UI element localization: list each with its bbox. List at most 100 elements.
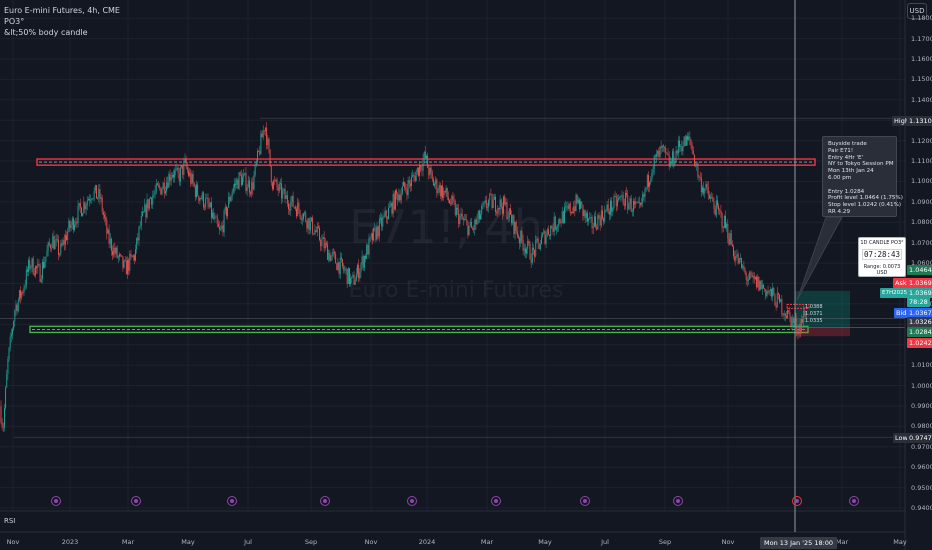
candle-up[interactable] bbox=[12, 329, 13, 335]
candle-down[interactable] bbox=[603, 218, 605, 222]
candle-down[interactable] bbox=[147, 199, 149, 209]
candle-up[interactable] bbox=[445, 187, 447, 193]
candle-down[interactable] bbox=[58, 239, 59, 255]
candle-down[interactable] bbox=[335, 253, 337, 264]
candle-down[interactable] bbox=[551, 226, 553, 229]
candle-down[interactable] bbox=[679, 140, 680, 147]
candle-up[interactable] bbox=[212, 212, 214, 218]
candle-down[interactable] bbox=[143, 211, 145, 213]
candle-down[interactable] bbox=[699, 176, 701, 178]
candle-down[interactable] bbox=[102, 211, 104, 215]
candle-down[interactable] bbox=[185, 158, 187, 167]
candle-up[interactable] bbox=[13, 321, 15, 330]
candle-up[interactable] bbox=[8, 347, 10, 360]
candle-up[interactable] bbox=[434, 183, 435, 186]
candle-down[interactable] bbox=[689, 136, 691, 140]
candle-down[interactable] bbox=[730, 233, 732, 245]
candle-up[interactable] bbox=[378, 219, 380, 237]
candle-up[interactable] bbox=[376, 226, 378, 240]
candle-down[interactable] bbox=[472, 228, 473, 229]
candle-down[interactable] bbox=[156, 183, 158, 186]
candle-up[interactable] bbox=[41, 261, 43, 279]
candle-down[interactable] bbox=[805, 315, 807, 319]
candle-up[interactable] bbox=[380, 217, 381, 220]
candle-up[interactable] bbox=[35, 266, 36, 276]
candle-down[interactable] bbox=[789, 311, 791, 317]
candle-down[interactable] bbox=[276, 179, 278, 187]
candle-up[interactable] bbox=[526, 248, 527, 254]
candle-down[interactable] bbox=[501, 207, 503, 214]
candle-down[interactable] bbox=[530, 259, 532, 263]
candle-down[interactable] bbox=[349, 268, 350, 285]
event-icon[interactable] bbox=[792, 496, 802, 506]
candle-down[interactable] bbox=[96, 185, 97, 199]
candle-up[interactable] bbox=[267, 138, 269, 146]
candle-down[interactable] bbox=[131, 255, 133, 258]
candle-up[interactable] bbox=[550, 226, 552, 237]
candle-down[interactable] bbox=[177, 167, 179, 174]
candle-down[interactable] bbox=[639, 203, 641, 205]
candle-down[interactable] bbox=[733, 246, 734, 257]
trade-note-callout[interactable]: Buyside trade Pair E71! Entry 4Hr 'E' NY to… bbox=[822, 136, 903, 217]
candle-down[interactable] bbox=[320, 239, 322, 247]
candle-down[interactable] bbox=[33, 274, 35, 276]
candle-down[interactable] bbox=[666, 152, 668, 154]
candle-up[interactable] bbox=[100, 197, 102, 199]
candle-down[interactable] bbox=[608, 211, 610, 215]
candle-down[interactable] bbox=[229, 196, 231, 202]
candle-up[interactable] bbox=[541, 236, 542, 245]
candle-up[interactable] bbox=[92, 198, 94, 200]
candle-up[interactable] bbox=[481, 205, 483, 215]
candle-down[interactable] bbox=[516, 231, 518, 237]
indicator-po3[interactable]: PO3° bbox=[4, 17, 25, 26]
candle-up[interactable] bbox=[583, 210, 585, 216]
candle-down[interactable] bbox=[727, 223, 729, 239]
candle-up[interactable] bbox=[606, 204, 608, 211]
candle-up[interactable] bbox=[82, 213, 84, 217]
candle-up[interactable] bbox=[633, 201, 634, 212]
candle-up[interactable] bbox=[345, 268, 347, 270]
candle-down[interactable] bbox=[496, 212, 498, 214]
candle-up[interactable] bbox=[94, 185, 96, 191]
candle-up[interactable] bbox=[351, 276, 353, 278]
candle-down[interactable] bbox=[182, 165, 184, 175]
candle-down[interactable] bbox=[559, 219, 561, 223]
candle-down[interactable] bbox=[796, 318, 798, 332]
candle-down[interactable] bbox=[602, 210, 603, 219]
candle-down[interactable] bbox=[250, 192, 251, 194]
candle-down[interactable] bbox=[336, 263, 338, 271]
candle-up[interactable] bbox=[783, 313, 785, 316]
candle-up[interactable] bbox=[171, 174, 173, 178]
candle-down[interactable] bbox=[38, 263, 40, 265]
candle-up[interactable] bbox=[206, 197, 208, 199]
candle-down[interactable] bbox=[101, 197, 103, 212]
candle-down[interactable] bbox=[626, 192, 628, 196]
candle-up[interactable] bbox=[685, 136, 687, 146]
candle-down[interactable] bbox=[753, 275, 755, 279]
candle-up[interactable] bbox=[649, 181, 651, 187]
candle-down[interactable] bbox=[537, 238, 539, 244]
candle-up[interactable] bbox=[369, 236, 371, 239]
candle-up[interactable] bbox=[656, 154, 657, 157]
candle-up[interactable] bbox=[174, 170, 176, 178]
candle-up[interactable] bbox=[191, 173, 193, 184]
candle-up[interactable] bbox=[644, 188, 646, 197]
candle-up[interactable] bbox=[759, 280, 761, 291]
candle-up[interactable] bbox=[368, 238, 370, 255]
candle-up[interactable] bbox=[290, 201, 292, 211]
candle-down[interactable] bbox=[673, 151, 675, 165]
candle-up[interactable] bbox=[9, 336, 11, 348]
candle-up[interactable] bbox=[769, 289, 771, 291]
candle-up[interactable] bbox=[189, 172, 191, 176]
candle-up[interactable] bbox=[426, 155, 427, 158]
candle-up[interactable] bbox=[437, 191, 439, 193]
candle-down[interactable] bbox=[760, 280, 762, 289]
candle-up[interactable] bbox=[570, 211, 572, 213]
candle-down[interactable] bbox=[658, 150, 660, 158]
candle-up[interactable] bbox=[543, 231, 545, 234]
candle-up[interactable] bbox=[752, 275, 754, 278]
candle-up[interactable] bbox=[144, 204, 146, 213]
candle-up[interactable] bbox=[253, 175, 255, 190]
candle-down[interactable] bbox=[112, 250, 113, 256]
candle-down[interactable] bbox=[773, 288, 775, 295]
